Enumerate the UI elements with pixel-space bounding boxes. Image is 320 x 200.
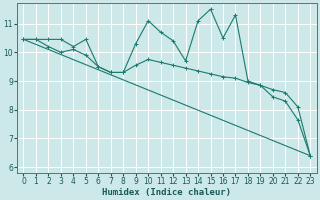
X-axis label: Humidex (Indice chaleur): Humidex (Indice chaleur) [102,188,231,197]
